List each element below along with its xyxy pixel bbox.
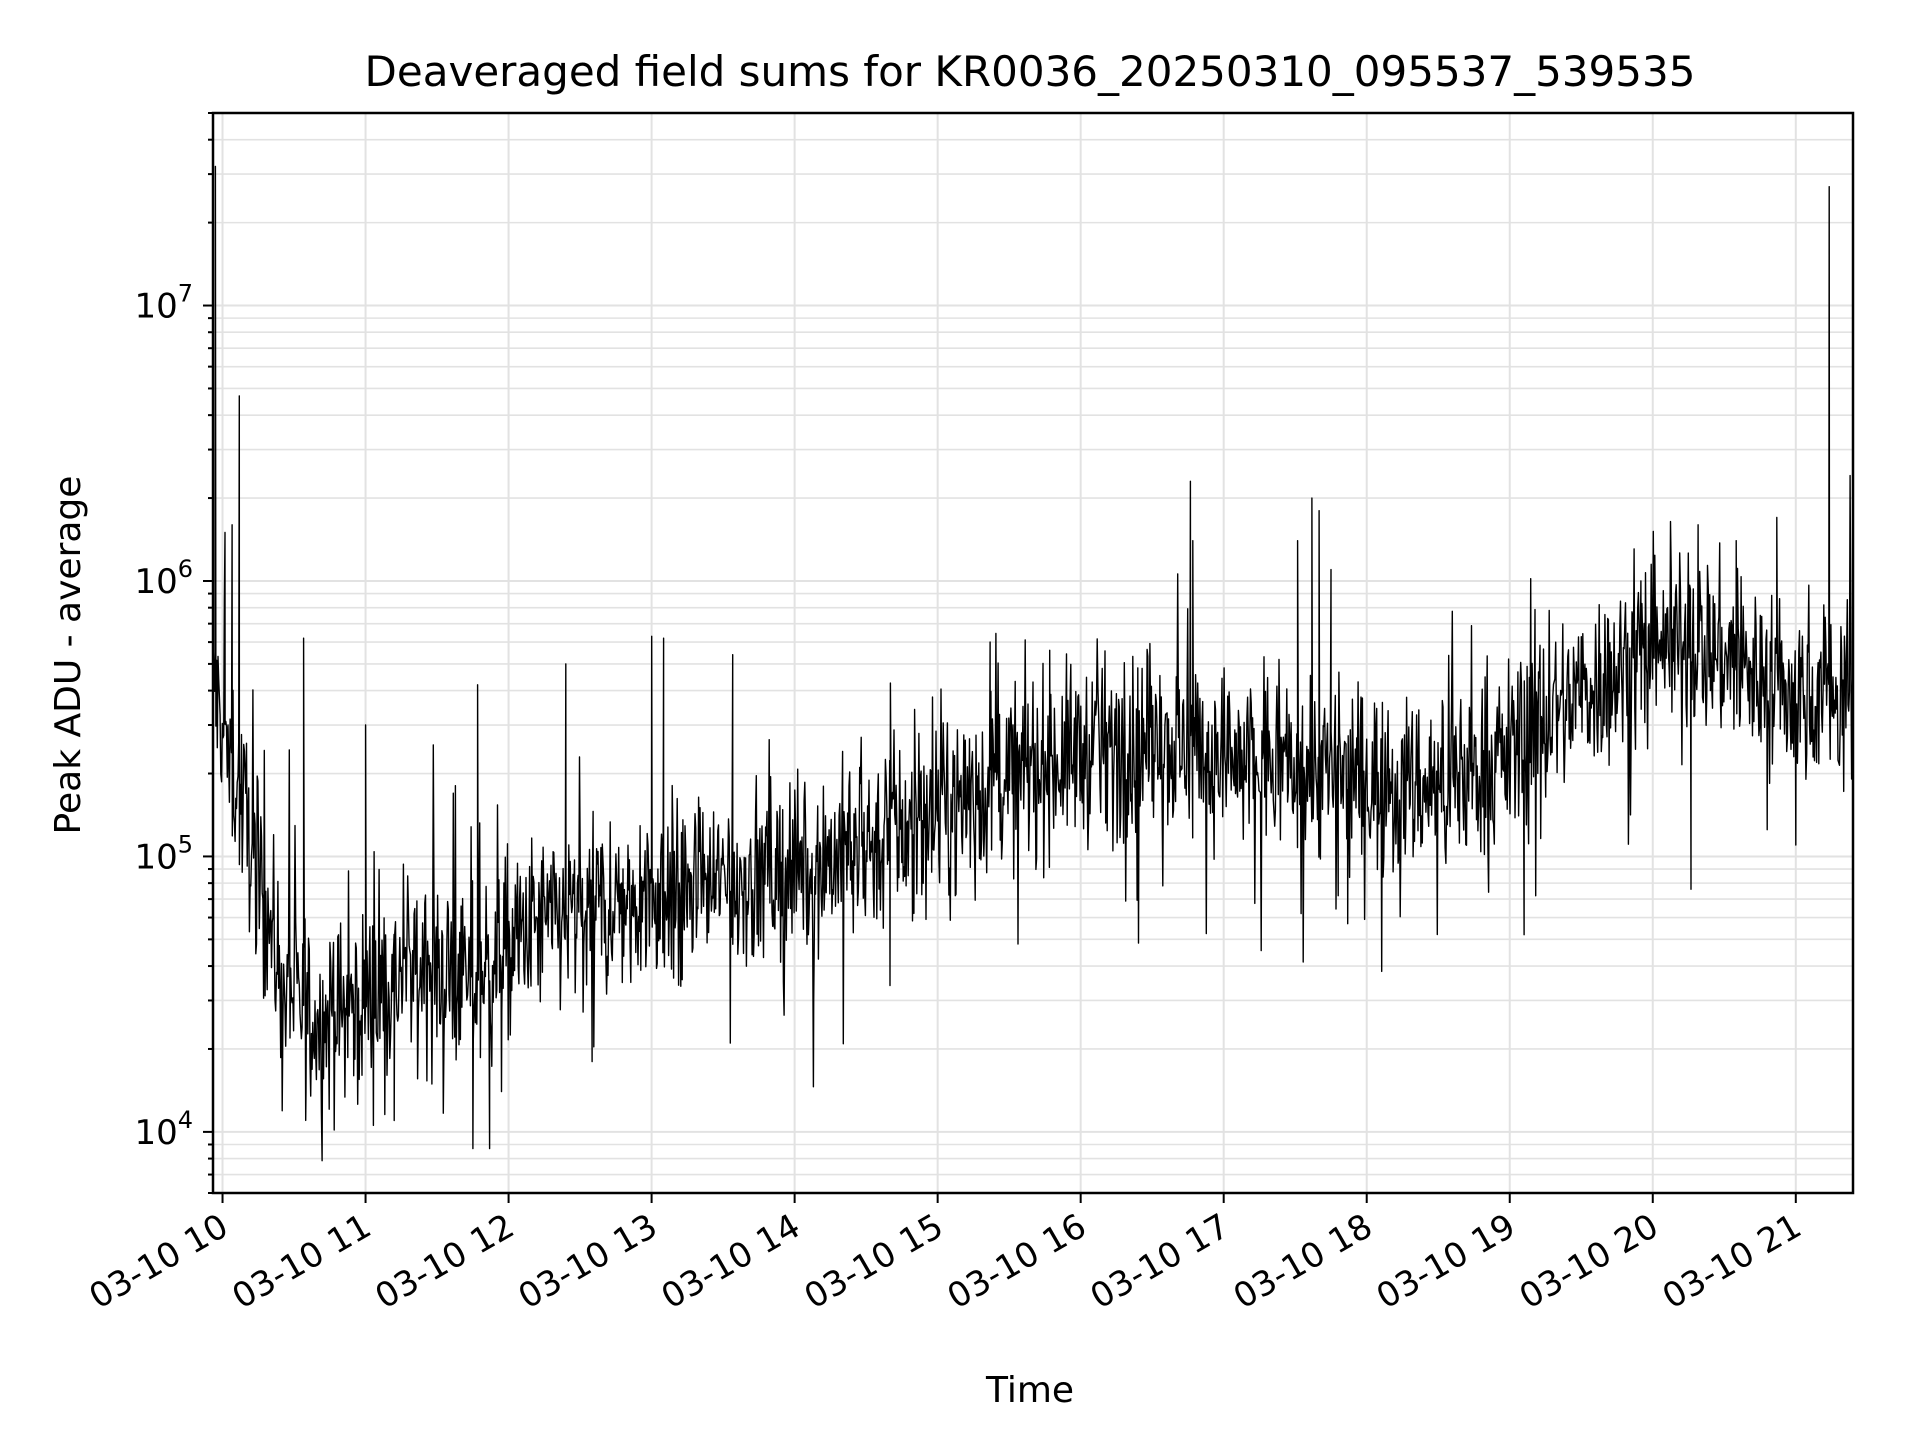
y-tick-exponent: 6: [178, 555, 193, 583]
y-tick-base: 10: [134, 562, 177, 602]
y-tick-label: 104: [134, 1106, 193, 1153]
y-tick-label: 106: [134, 555, 193, 602]
x-axis-label: Time: [985, 1370, 1074, 1411]
chart-title: Deaveraged field sums for KR0036_2025031…: [365, 47, 1696, 96]
y-tick-base: 10: [134, 287, 177, 327]
y-tick-exponent: 4: [178, 1106, 193, 1134]
y-tick-base: 10: [134, 1113, 177, 1153]
y-tick-label: 107: [134, 280, 193, 327]
series-line: [212, 165, 1854, 1162]
y-tick-exponent: 5: [178, 830, 193, 858]
y-tick-base: 10: [134, 837, 177, 877]
y-tick-label: 105: [134, 830, 193, 877]
series-layer: [212, 165, 1854, 1162]
plot-frame: [211, 111, 1855, 1195]
ticks: [203, 112, 1797, 1203]
y-tick-exponent: 7: [178, 280, 193, 308]
y-axis-label: Peak ADU - average: [48, 476, 89, 835]
